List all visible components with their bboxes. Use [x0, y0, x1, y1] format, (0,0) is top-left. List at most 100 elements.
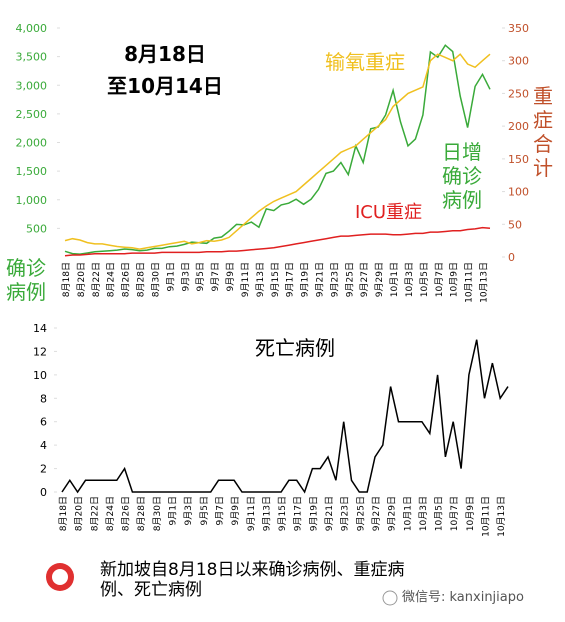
- y-tick-label: 500: [26, 222, 47, 235]
- y-tick-label: 3,500: [16, 51, 48, 64]
- x-tick-label: 9月11日: [246, 496, 257, 531]
- line-series: [64, 226, 491, 257]
- x-tick-label: 9月23日: [340, 496, 351, 531]
- y2-tick-label: 300: [508, 55, 529, 68]
- x-tick-label: 9月11日: [240, 262, 251, 297]
- x-tick-label: 8月26日: [121, 496, 132, 531]
- series-label: 日增确诊病例: [442, 140, 482, 212]
- x-tick-label: 9月13日: [261, 496, 272, 531]
- x-tick-label: 10月13日: [479, 262, 490, 303]
- x-tick-label: 9月5日: [195, 262, 206, 291]
- x-tick-label: 9月7日: [210, 262, 221, 291]
- x-tick-label: 9月21日: [315, 262, 326, 297]
- x-tick-label: 10月7日: [434, 262, 445, 297]
- x-tick-label: 8月22日: [89, 496, 100, 531]
- x-tick-label: 9月1日: [168, 496, 179, 525]
- y-tick-label: 10: [33, 369, 47, 382]
- x-tick-label: 9月15日: [270, 262, 281, 297]
- x-tick-label: 8月24日: [105, 496, 116, 531]
- y-tick-label: 6: [40, 416, 47, 429]
- x-tick-label: 10月13日: [496, 496, 507, 537]
- chart-subtitle: 至10月14日: [107, 74, 223, 98]
- chart-title: 死亡病例: [255, 336, 335, 360]
- x-tick-label: 8月30日: [150, 262, 161, 297]
- x-tick-label: 8月20日: [76, 262, 87, 297]
- watermark: 微信号: kanxinjiapo: [402, 590, 524, 605]
- x-tick-label: 8月18日: [58, 496, 69, 531]
- y2-axis-label: 重症合计: [533, 84, 553, 180]
- y-tick-label: 12: [33, 345, 47, 358]
- x-tick-label: 9月27日: [371, 496, 382, 531]
- y2-tick-label: 200: [508, 120, 529, 133]
- y-tick-label: 8: [40, 392, 47, 405]
- y-tick-label: 1,000: [16, 194, 48, 207]
- x-tick-label: 9月19日: [300, 262, 311, 297]
- x-tick-label: 10月3日: [404, 262, 415, 297]
- x-tick-label: 9月3日: [180, 262, 191, 291]
- x-tick-label: 9月27日: [359, 262, 370, 297]
- logo-inner: [52, 569, 68, 585]
- x-tick-label: 8月30日: [152, 496, 163, 531]
- y-tick-label: 2: [40, 463, 47, 476]
- x-tick-label: 9月9日: [225, 262, 236, 291]
- x-tick-label: 8月18日: [61, 262, 72, 297]
- x-tick-label: 10月11日: [464, 262, 475, 303]
- x-tick-label: 9月29日: [374, 262, 385, 297]
- y-tick-label: 0: [40, 486, 47, 499]
- y2-tick-label: 50: [508, 218, 522, 231]
- series-label: ICU重症: [355, 202, 423, 223]
- x-tick-label: 10月3日: [418, 496, 429, 531]
- y-tick-label: 1,500: [16, 165, 48, 178]
- x-tick-label: 8月28日: [136, 496, 147, 531]
- caption: 新加坡自8月18日以来确诊病例、重症病例、死亡病例: [100, 560, 405, 601]
- x-tick-label: 9月3日: [183, 496, 194, 525]
- x-tick-label: 8月20日: [74, 496, 85, 531]
- line-series: [64, 53, 491, 250]
- x-tick-label: 8月24日: [106, 262, 117, 297]
- y-tick-label: 4,000: [16, 22, 48, 35]
- x-tick-label: 9月13日: [255, 262, 266, 297]
- y-tick-label: 14: [33, 322, 47, 335]
- y-tick-label: 4: [40, 439, 47, 452]
- x-tick-label: 10月1日: [402, 496, 413, 531]
- line-series: [64, 44, 491, 255]
- x-tick-label: 10月5日: [434, 496, 445, 531]
- y-tick-label: 2,500: [16, 108, 48, 121]
- y2-tick-label: 250: [508, 87, 529, 100]
- x-tick-label: 8月26日: [121, 262, 132, 297]
- x-tick-label: 9月7日: [214, 496, 225, 525]
- x-tick-label: 10月9日: [465, 496, 476, 531]
- x-tick-label: 10月7日: [449, 496, 460, 531]
- x-tick-label: 10月1日: [389, 262, 400, 297]
- series-label: 输氧重症: [325, 50, 405, 74]
- x-tick-label: 9月29日: [387, 496, 398, 531]
- x-tick-label: 9月5日: [199, 496, 210, 525]
- x-tick-label: 8月28日: [136, 262, 147, 297]
- line-series: [61, 339, 509, 494]
- x-tick-label: 9月23日: [329, 262, 340, 297]
- x-tick-label: 9月15日: [277, 496, 288, 531]
- x-tick-label: 9月25日: [355, 496, 366, 531]
- x-tick-label: 9月17日: [285, 262, 296, 297]
- x-tick-label: 10月9日: [449, 262, 460, 297]
- x-tick-label: 9月19日: [308, 496, 319, 531]
- x-tick-label: 10月5日: [419, 262, 430, 297]
- y-tick-label: 2,000: [16, 137, 48, 150]
- y-axis-label: 确诊病例: [6, 256, 46, 304]
- x-tick-label: 8月22日: [91, 262, 102, 297]
- y-tick-label: 3,000: [16, 79, 48, 92]
- x-tick-label: 10月11日: [481, 496, 492, 537]
- y2-tick-label: 100: [508, 186, 529, 199]
- y2-tick-label: 150: [508, 153, 529, 166]
- x-tick-label: 9月25日: [344, 262, 355, 297]
- chart-title: 8月18日: [124, 42, 206, 66]
- x-tick-label: 9月17日: [293, 496, 304, 531]
- wechat-icon: [382, 590, 398, 606]
- y2-tick-label: 0: [508, 251, 515, 264]
- y2-tick-label: 350: [508, 22, 529, 35]
- x-tick-label: 9月1日: [165, 262, 176, 291]
- x-tick-label: 9月9日: [230, 496, 241, 525]
- x-tick-label: 9月21日: [324, 496, 335, 531]
